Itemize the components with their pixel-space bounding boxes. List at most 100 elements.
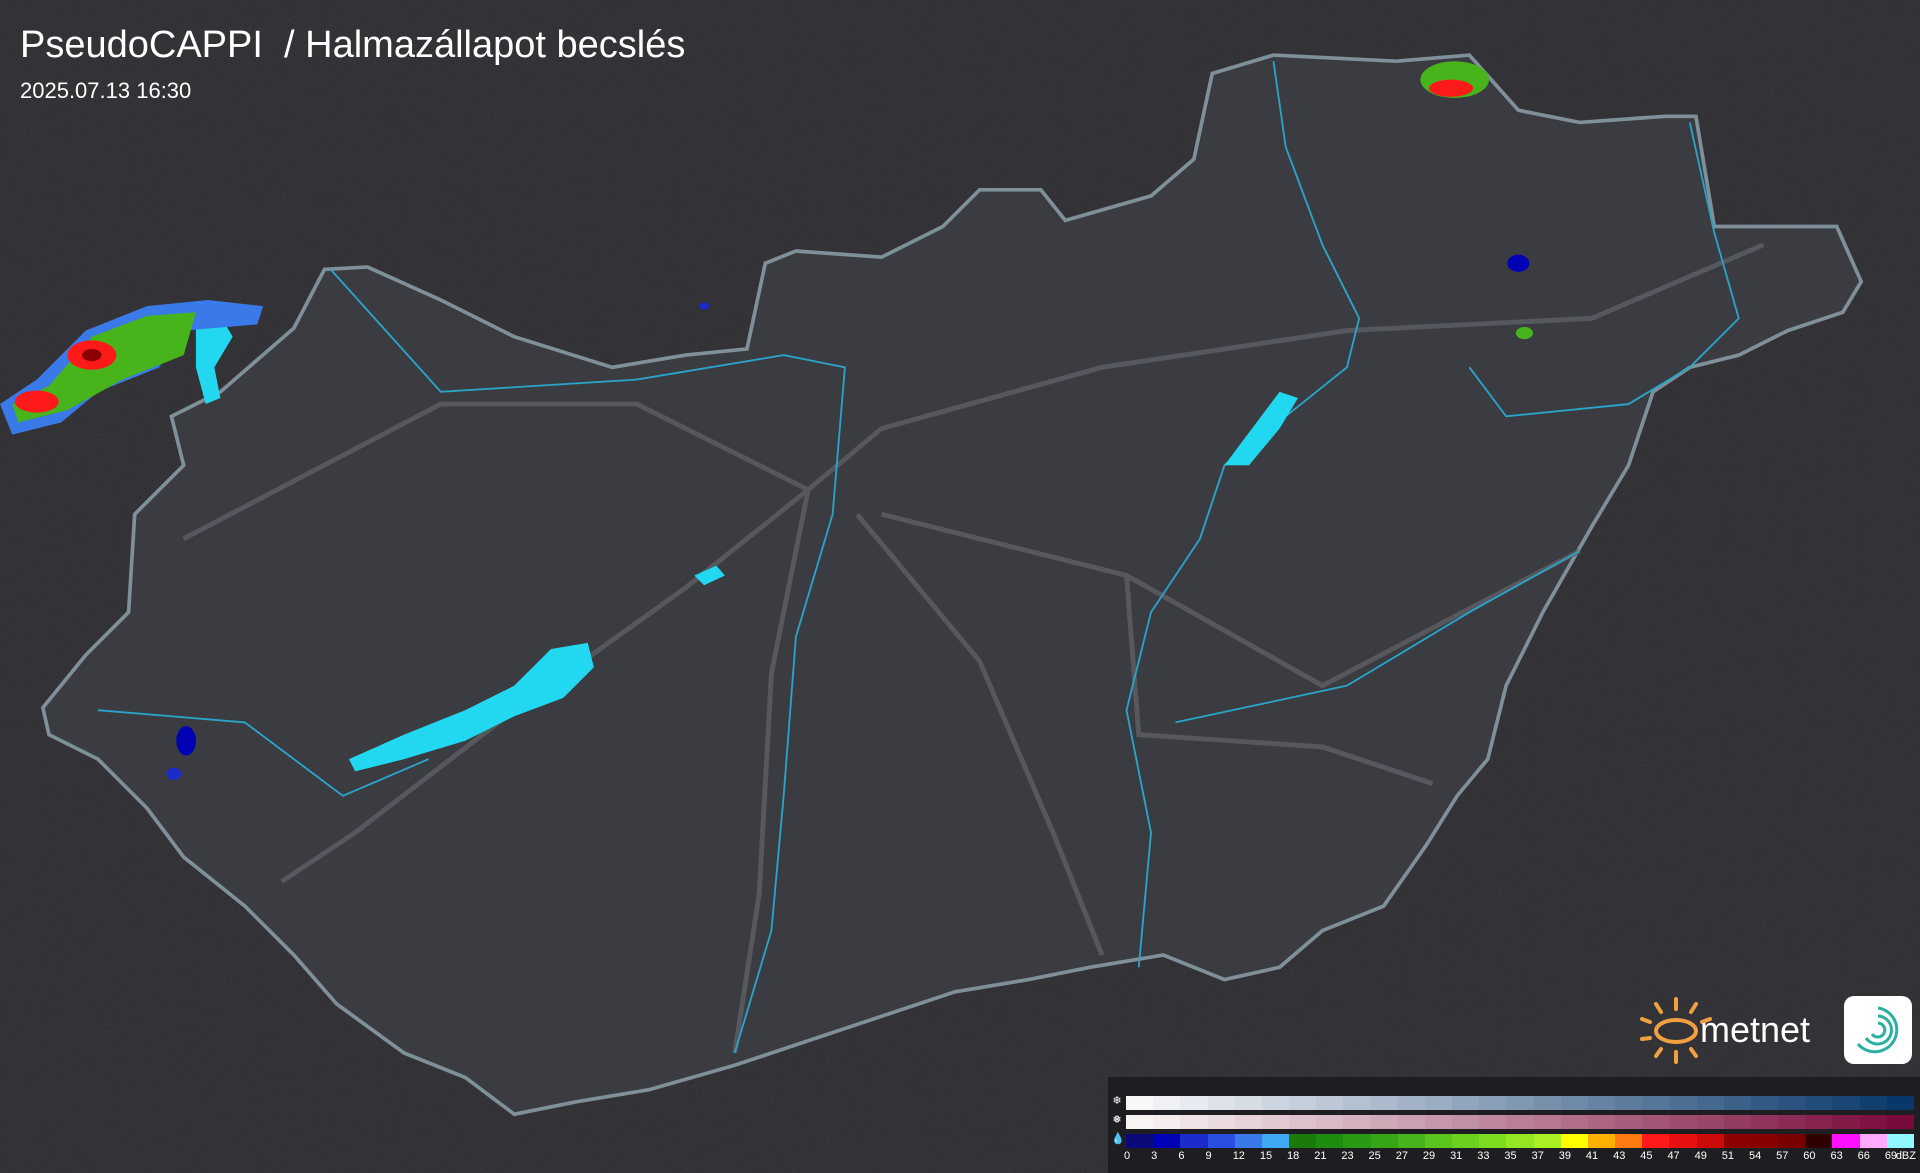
legend-unit: dBZ bbox=[1895, 1150, 1916, 1162]
legend-tick-label: 15 bbox=[1259, 1150, 1273, 1162]
map-title: PseudoCAPPI / Halmazállapot becslés bbox=[20, 24, 686, 66]
legend-mixed-cell bbox=[1153, 1115, 1181, 1129]
legend-tick-label: 29 bbox=[1422, 1150, 1436, 1162]
legend-mixed-cell bbox=[1778, 1115, 1806, 1129]
legend-rain-cell bbox=[1533, 1134, 1561, 1148]
legend-mixed-cell bbox=[1479, 1115, 1507, 1129]
legend-mixed-cell bbox=[1832, 1115, 1860, 1129]
legend-rain-cell bbox=[1126, 1134, 1154, 1148]
lake-balaton bbox=[348, 642, 594, 772]
legend-snow-cell bbox=[1669, 1096, 1697, 1110]
timestamp: 2025.07.13 16:30 bbox=[20, 78, 192, 103]
legend-mixed-cell bbox=[1750, 1115, 1779, 1129]
legend-mixed-cell bbox=[1424, 1115, 1453, 1129]
legend-rain-cell bbox=[1397, 1134, 1425, 1148]
legend-mixed-scale bbox=[1126, 1115, 1914, 1129]
legend-snow-cell bbox=[1859, 1096, 1887, 1110]
legend-tick-label: 12 bbox=[1232, 1150, 1245, 1162]
lakes bbox=[195, 315, 1298, 772]
legend-mixed-cell bbox=[1560, 1115, 1588, 1129]
legend-mixed-cell bbox=[1180, 1115, 1208, 1129]
legend-snow-cell bbox=[1126, 1096, 1154, 1110]
legend-tick-label: 18 bbox=[1287, 1150, 1300, 1162]
legend-snow-cell bbox=[1180, 1096, 1208, 1110]
legend-tick-label: 63 bbox=[1830, 1150, 1843, 1162]
legend-mixed-cell bbox=[1234, 1115, 1262, 1129]
spiral-icon bbox=[1856, 1006, 1899, 1054]
legend-snow-cell bbox=[1397, 1096, 1425, 1110]
legend-mixed-cell bbox=[1642, 1115, 1670, 1129]
legend-mixed-cell bbox=[1126, 1115, 1154, 1129]
sleet-icon: ❅ bbox=[1112, 1114, 1122, 1126]
legend-snow-cell bbox=[1750, 1096, 1779, 1110]
legend-mixed-cell bbox=[1316, 1115, 1344, 1129]
lake-velence bbox=[694, 565, 725, 586]
legend-tick-label: 31 bbox=[1450, 1150, 1463, 1162]
legend-snow-cell bbox=[1506, 1096, 1534, 1110]
country-outline-hungary bbox=[40, 53, 1864, 1117]
precipitation-echoes bbox=[0, 61, 1534, 780]
legend-rain-scale bbox=[1126, 1134, 1914, 1148]
legend-tick-label: 39 bbox=[1558, 1150, 1571, 1162]
legend-rain-cell bbox=[1289, 1134, 1317, 1148]
legend-rain-cell bbox=[1587, 1134, 1616, 1148]
legend-tick-label: 49 bbox=[1694, 1150, 1707, 1162]
legend-tick-label: 37 bbox=[1531, 1150, 1544, 1162]
legend-snow-cell bbox=[1316, 1096, 1344, 1110]
legend-rain-cell bbox=[1778, 1134, 1806, 1148]
metnet-logo: metnet bbox=[1640, 996, 1912, 1064]
legend-snow-cell bbox=[1696, 1096, 1724, 1110]
legend-tick-label: 33 bbox=[1477, 1150, 1490, 1162]
legend-rain-cell bbox=[1669, 1134, 1697, 1148]
legend-tick-label: 9 bbox=[1205, 1150, 1212, 1162]
legend-rain-cell bbox=[1424, 1134, 1453, 1148]
legend-mixed-cell bbox=[1452, 1115, 1480, 1129]
legend-tick-label: 60 bbox=[1803, 1150, 1816, 1162]
legend-labels: 0 3 6 9 12 15 18 21 23 25 27 29 31 33 35 37 39 41 43 45 47 49… bbox=[1124, 1150, 1916, 1166]
legend-rain-cell bbox=[1886, 1134, 1914, 1148]
legend-rain-cell bbox=[1479, 1134, 1507, 1148]
logo-text: metnet bbox=[1700, 1009, 1810, 1050]
legend-snow-cell bbox=[1479, 1096, 1507, 1110]
legend-snow-cell bbox=[1370, 1096, 1398, 1110]
legend-rain-cell bbox=[1153, 1134, 1181, 1148]
legend-snow-cell bbox=[1207, 1096, 1235, 1110]
legend-tick-label: 51 bbox=[1721, 1150, 1735, 1162]
legend-snow-cell bbox=[1642, 1096, 1670, 1110]
legend-rain-cell bbox=[1370, 1134, 1398, 1148]
legend-snow-cell bbox=[1234, 1096, 1262, 1110]
legend-mixed-cell bbox=[1696, 1115, 1724, 1129]
legend-mixed-cell bbox=[1289, 1115, 1317, 1129]
legend-mixed-cell bbox=[1261, 1115, 1290, 1129]
legend-mixed-cell bbox=[1615, 1115, 1643, 1129]
legend-rain-cell bbox=[1696, 1134, 1724, 1148]
legend-tick-label: 47 bbox=[1667, 1150, 1680, 1162]
legend-mixed-cell bbox=[1533, 1115, 1561, 1129]
legend-tick-label: 35 bbox=[1504, 1150, 1517, 1162]
legend-rain-cell bbox=[1316, 1134, 1344, 1148]
legend-rain-cell bbox=[1642, 1134, 1670, 1148]
legend-snow-cell bbox=[1533, 1096, 1561, 1110]
legend-snow-cell bbox=[1261, 1096, 1290, 1110]
legend-snow-cell bbox=[1778, 1096, 1806, 1110]
legend-rain-cell bbox=[1452, 1134, 1480, 1148]
legend-rain-cell bbox=[1343, 1134, 1371, 1148]
legend-snow-cell bbox=[1289, 1096, 1317, 1110]
raindrop-icon: 💧 bbox=[1111, 1133, 1125, 1145]
legend-tick-label: 23 bbox=[1341, 1150, 1354, 1162]
legend-rain-cell bbox=[1207, 1134, 1235, 1148]
legend-snow-cell bbox=[1343, 1096, 1371, 1110]
legend-snow-scale bbox=[1126, 1096, 1914, 1110]
legend-mixed-cell bbox=[1587, 1115, 1616, 1129]
legend-snow-cell bbox=[1424, 1096, 1453, 1110]
sun-icon bbox=[1640, 997, 1712, 1064]
legend-rain-cell bbox=[1506, 1134, 1534, 1148]
legend-mixed-cell bbox=[1506, 1115, 1534, 1129]
legend-mixed-cell bbox=[1397, 1115, 1425, 1129]
legend-mixed-cell bbox=[1370, 1115, 1398, 1129]
legend-tick-label: 27 bbox=[1395, 1150, 1408, 1162]
legend-tick-label: 54 bbox=[1748, 1150, 1762, 1162]
legend-snow-cell bbox=[1886, 1096, 1914, 1110]
legend-mixed-cell bbox=[1343, 1115, 1371, 1129]
